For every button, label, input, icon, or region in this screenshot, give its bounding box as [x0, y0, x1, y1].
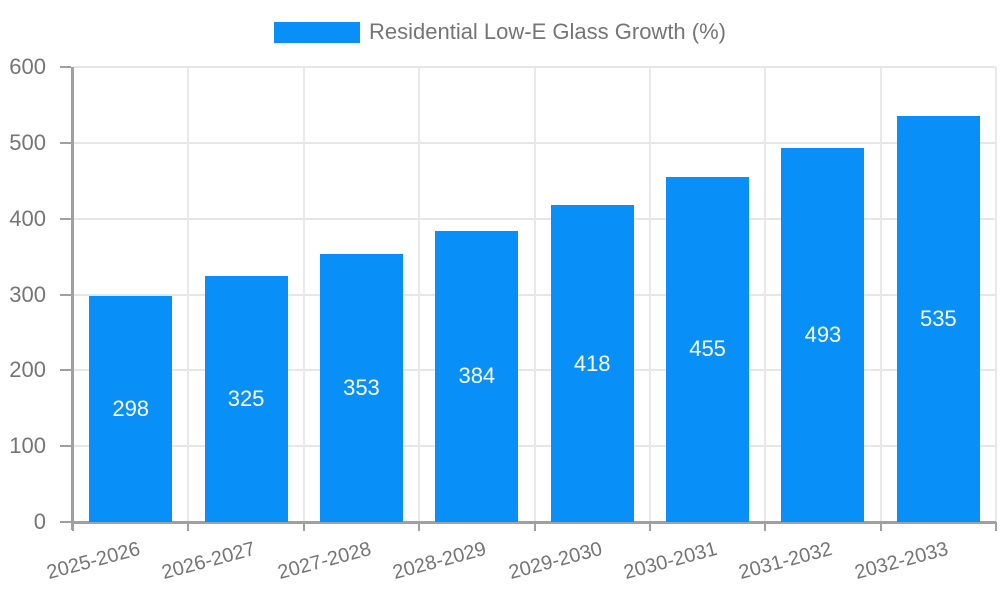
- y-axis-label: 100: [9, 433, 46, 459]
- x-axis-label: 2027-2028: [275, 537, 374, 584]
- bar-value-label: 535: [919, 306, 957, 332]
- x-axis-tick: [648, 522, 651, 531]
- gridline-vertical: [764, 67, 767, 522]
- y-axis-tick: [60, 217, 71, 220]
- bar[interactable]: [550, 205, 634, 522]
- x-axis-tick: [764, 522, 767, 531]
- x-axis-tick: [879, 522, 882, 531]
- gridline-vertical: [302, 67, 305, 522]
- x-axis-tick: [302, 522, 305, 531]
- x-axis-label: 2031-2032: [736, 537, 835, 584]
- gridline-vertical: [995, 67, 997, 522]
- x-axis-tick: [533, 522, 536, 531]
- y-axis-tick: [60, 141, 71, 144]
- bar-value-label: 455: [689, 336, 726, 362]
- x-axis-label: 2026-2027: [159, 537, 259, 584]
- bar-value-label: 418: [573, 350, 611, 376]
- y-axis-tick: [60, 369, 71, 372]
- gridline-vertical: [533, 67, 536, 522]
- bar[interactable]: [204, 275, 288, 522]
- bar-value-label: 384: [458, 363, 496, 389]
- gridline-vertical: [418, 67, 421, 522]
- legend[interactable]: Residential Low-E Glass Growth (%): [0, 19, 1000, 45]
- gridline-vertical: [648, 67, 651, 522]
- bar[interactable]: [666, 176, 750, 522]
- bar-value-label: 353: [343, 375, 380, 401]
- y-axis-label: 0: [33, 509, 46, 534]
- y-axis-tick: [60, 66, 71, 68]
- x-axis-label: 2025-2026: [44, 537, 143, 584]
- y-axis-label: 600: [9, 54, 46, 79]
- x-axis-label: 2032-2033: [852, 537, 951, 584]
- y-axis-label: 500: [9, 129, 46, 155]
- y-axis-tick: [60, 521, 71, 523]
- x-axis-label: 2029-2030: [506, 537, 605, 584]
- x-axis-tick: [995, 522, 997, 531]
- legend-label: Residential Low-E Glass Growth (%): [368, 19, 726, 44]
- x-axis-label: 2030-2031: [621, 537, 720, 584]
- x-axis-line: [73, 521, 996, 524]
- bar-value-label: 298: [112, 396, 150, 421]
- gridline-vertical: [879, 67, 882, 522]
- x-axis-tick: [187, 522, 190, 531]
- x-axis-label: 2028-2029: [390, 537, 489, 584]
- bar-value-label: 493: [804, 322, 842, 348]
- y-axis-label: 200: [9, 357, 46, 383]
- y-axis-tick: [60, 293, 71, 296]
- legend-swatch: [273, 21, 360, 43]
- plot-area: 0 100 200 300 400 500 600 298 2025-2026 325 2026-2…: [9, 54, 997, 584]
- bar[interactable]: [781, 148, 865, 522]
- y-axis-tick: [60, 445, 71, 448]
- bar[interactable]: [89, 296, 173, 522]
- bar[interactable]: [319, 254, 403, 522]
- gridline-vertical: [187, 67, 190, 522]
- x-axis-tick: [418, 522, 421, 531]
- y-axis-label: 400: [9, 205, 46, 231]
- bar[interactable]: [435, 230, 519, 522]
- bar-value-label: 325: [227, 385, 265, 411]
- y-axis-line: [71, 67, 74, 530]
- bar[interactable]: [896, 116, 980, 522]
- y-axis-label: 300: [9, 281, 46, 307]
